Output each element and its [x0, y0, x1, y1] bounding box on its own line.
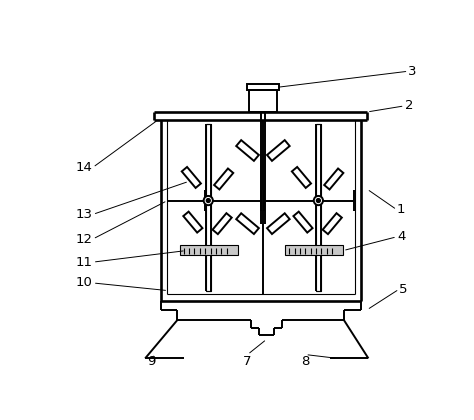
Circle shape — [317, 199, 320, 202]
Polygon shape — [324, 168, 343, 189]
Bar — [247, 84, 279, 90]
Polygon shape — [182, 167, 201, 188]
Text: 12: 12 — [76, 233, 93, 246]
Polygon shape — [212, 213, 232, 234]
Text: 11: 11 — [76, 256, 93, 269]
Circle shape — [204, 196, 213, 205]
Text: 2: 2 — [405, 100, 413, 112]
Polygon shape — [214, 168, 233, 189]
Polygon shape — [236, 213, 259, 234]
Text: 10: 10 — [76, 276, 93, 289]
Circle shape — [206, 199, 210, 202]
Polygon shape — [323, 213, 342, 234]
Bar — [206, 123, 211, 291]
Text: 9: 9 — [147, 354, 155, 368]
Polygon shape — [292, 167, 311, 188]
Bar — [249, 90, 277, 112]
Text: 13: 13 — [76, 208, 93, 221]
Bar — [316, 123, 321, 291]
Text: 5: 5 — [399, 283, 408, 296]
Polygon shape — [236, 140, 259, 161]
Polygon shape — [293, 212, 312, 233]
Polygon shape — [183, 212, 202, 233]
Bar — [180, 245, 237, 255]
Text: 14: 14 — [76, 161, 93, 174]
Polygon shape — [267, 140, 290, 161]
Circle shape — [314, 196, 323, 205]
Polygon shape — [267, 213, 290, 234]
Bar — [285, 245, 343, 255]
Text: 8: 8 — [301, 354, 310, 368]
Text: 7: 7 — [243, 354, 252, 368]
Text: 3: 3 — [409, 65, 417, 78]
Text: 4: 4 — [397, 230, 405, 243]
Text: 1: 1 — [397, 203, 405, 216]
